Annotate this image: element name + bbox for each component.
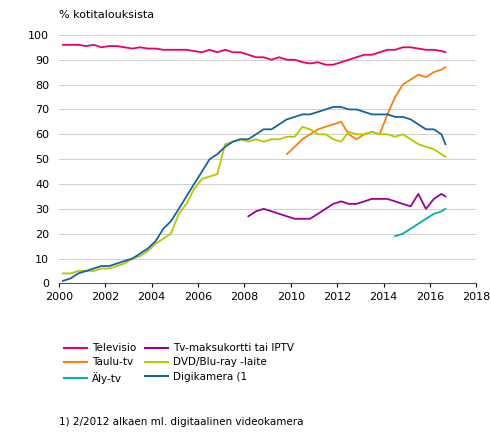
Legend: Televisio, Taulu-tv, Äly-tv, Tv-maksukortti tai IPTV, DVD/Blu-ray -laite, Digika: Televisio, Taulu-tv, Äly-tv, Tv-maksukor… <box>64 343 294 384</box>
Text: 1) 2/2012 alkaen ml. digitaalinen videokamera: 1) 2/2012 alkaen ml. digitaalinen videok… <box>59 417 303 427</box>
Text: % kotitalouksista: % kotitalouksista <box>59 10 154 20</box>
